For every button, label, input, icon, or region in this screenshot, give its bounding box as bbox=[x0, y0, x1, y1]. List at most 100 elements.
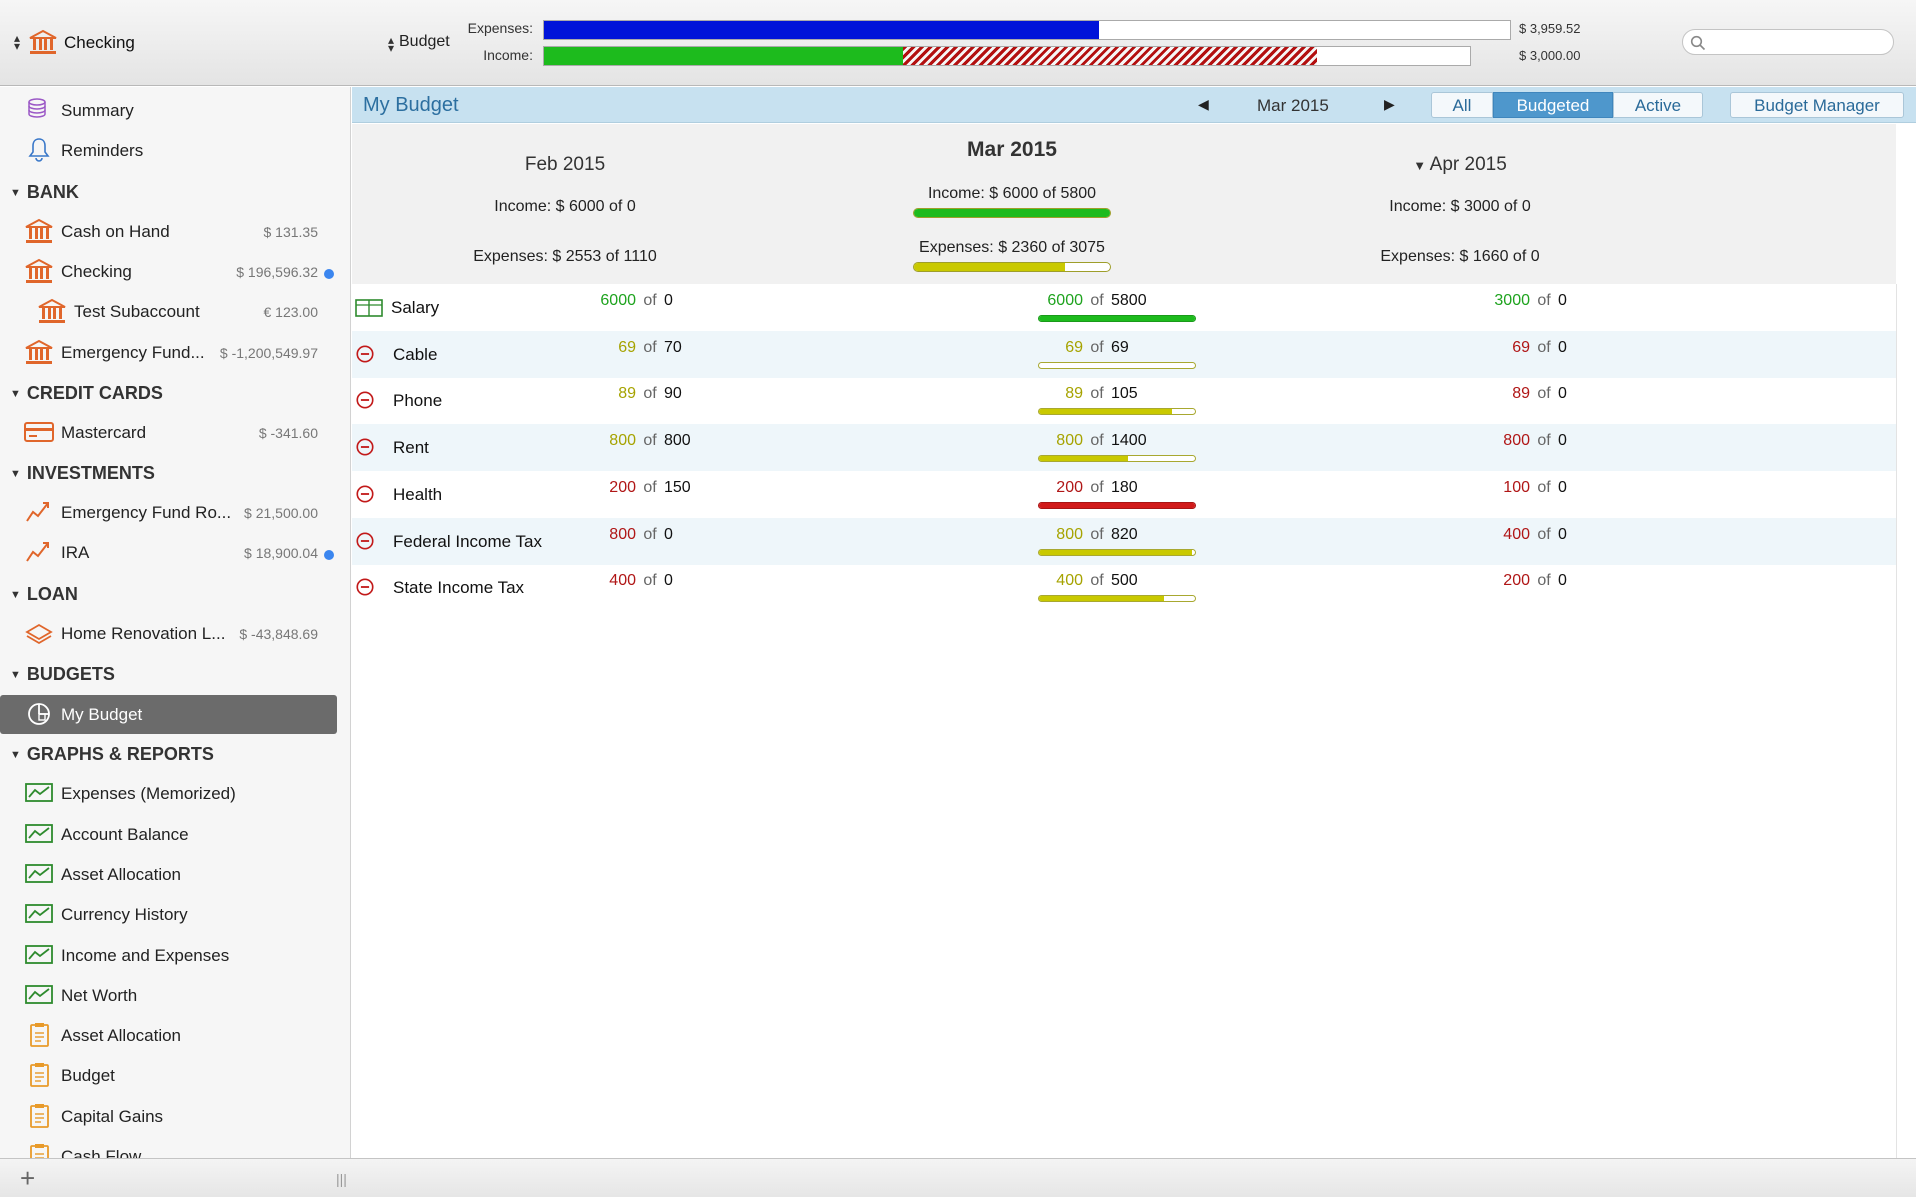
budget-amount: 0 bbox=[664, 572, 673, 590]
actual-amount: 89 bbox=[1065, 385, 1083, 403]
sidebar-item-emergency-fund[interactable]: Emergency Fund... $ -1,200,549.97 bbox=[0, 333, 350, 371]
budget-amount: 800 bbox=[664, 432, 691, 450]
sidebar-section-bank[interactable]: ▼ BANK bbox=[10, 182, 79, 203]
sidebar-section-credit-cards[interactable]: ▼ CREDIT CARDS bbox=[10, 383, 163, 404]
graph-icon bbox=[24, 861, 54, 887]
filter-active-button[interactable]: Active bbox=[1613, 92, 1703, 118]
sidebar-item-income-and-expenses[interactable]: Income and Expenses bbox=[0, 936, 350, 974]
investment-icon bbox=[24, 499, 54, 525]
budget-row-cable[interactable]: Cable 69 of 70 69 of 69 69 of 0 bbox=[352, 330, 1896, 378]
budget-row-state-income-tax[interactable]: State Income Tax 400 of 0 400 of 500 200 of 0 bbox=[352, 564, 1896, 611]
budget-cell[interactable]: 6000 of 5800 bbox=[1013, 292, 1213, 310]
search-input[interactable] bbox=[1682, 29, 1894, 55]
budget-cell[interactable]: 400 of 500 bbox=[1013, 572, 1213, 590]
disclosure-triangle-icon[interactable]: ▼ bbox=[10, 468, 21, 481]
sidebar-item-cash-flow[interactable]: Cash Flow bbox=[0, 1137, 350, 1158]
sidebar-item-checking[interactable]: Checking $ 196,596.32 bbox=[0, 252, 350, 290]
sidebar-item-asset-allocation[interactable]: Asset Allocation bbox=[0, 1016, 350, 1054]
budget-row-phone[interactable]: Phone 89 of 90 89 of 105 89 of 0 bbox=[352, 377, 1896, 424]
period-title[interactable]: ▼ Apr 2015 bbox=[1250, 154, 1670, 176]
sidebar-item-home-renovation-l[interactable]: Home Renovation L... $ -43,848.69 bbox=[0, 614, 350, 652]
budget-cell[interactable]: 200 of 0 bbox=[1460, 572, 1660, 590]
sidebar-item-test-subaccount[interactable]: Test Subaccount € 123.00 bbox=[0, 292, 350, 330]
disclosure-triangle-icon[interactable]: ▼ bbox=[10, 669, 21, 681]
budget-cell[interactable]: 400 of 0 bbox=[566, 572, 766, 590]
split-handle-icon[interactable]: ||| bbox=[336, 1171, 347, 1187]
budget-cell[interactable]: 800 of 800 bbox=[566, 432, 766, 450]
scrollbar-track[interactable] bbox=[1896, 284, 1916, 1158]
budget-cell[interactable]: 800 of 820 bbox=[1013, 526, 1213, 544]
disclosure-triangle-icon[interactable]: ▼ bbox=[10, 588, 21, 601]
budget-cell[interactable]: 89 of 105 bbox=[1013, 385, 1213, 403]
budget-amount: 105 bbox=[1111, 385, 1138, 403]
sidebar-section-loan[interactable]: ▼ LOAN bbox=[10, 584, 78, 605]
budget-selector[interactable]: Budget bbox=[399, 33, 450, 50]
sidebar-item-emergency-fund-ro[interactable]: Emergency Fund Ro... $ 21,500.00 bbox=[0, 493, 350, 531]
sidebar-item-net-worth[interactable]: Net Worth bbox=[0, 976, 350, 1014]
budget-cell[interactable]: 3000 of 0 bbox=[1460, 292, 1660, 310]
budget-cell[interactable]: 6000 of 0 bbox=[566, 292, 766, 310]
budget-row-label: Phone bbox=[393, 391, 443, 411]
sidebar-section-title: BANK bbox=[26, 181, 79, 202]
search-icon bbox=[1690, 35, 1706, 51]
of-label: of bbox=[1537, 385, 1551, 403]
filter-budgeted-button[interactable]: Budgeted bbox=[1493, 92, 1613, 118]
account-selector-arrows-icon[interactable]: ▴ ▾ bbox=[13, 31, 21, 53]
budget-manager-button[interactable]: Budget Manager bbox=[1730, 92, 1904, 118]
budget-progress-fill bbox=[1039, 409, 1172, 415]
expenses-progress-bar bbox=[913, 262, 1111, 272]
sidebar-item-reminders[interactable]: Reminders bbox=[0, 131, 350, 169]
sidebar-item-asset-allocation[interactable]: Asset Allocation bbox=[0, 855, 350, 893]
filter-all-button[interactable]: All bbox=[1431, 92, 1493, 118]
budget-amount: 0 bbox=[1558, 572, 1567, 590]
budget-cell[interactable]: 800 of 1400 bbox=[1013, 432, 1213, 450]
sidebar-item-capital-gains[interactable]: Capital Gains bbox=[0, 1097, 350, 1135]
disclosure-triangle-icon[interactable]: ▼ bbox=[10, 749, 21, 762]
budget-row-rent[interactable]: Rent 800 of 800 800 of 1400 800 of 0 bbox=[352, 424, 1896, 472]
budget-selector-arrows-icon[interactable]: ▴ ▾ bbox=[387, 33, 395, 55]
add-account-button[interactable]: + bbox=[20, 1163, 36, 1193]
budget-cell[interactable]: 69 of 0 bbox=[1460, 339, 1660, 357]
of-label: of bbox=[1537, 478, 1551, 496]
budget-cell[interactable]: 100 of 0 bbox=[1460, 479, 1660, 497]
budget-amount: 0 bbox=[664, 292, 673, 309]
budget-cell[interactable]: 800 of 0 bbox=[1460, 432, 1660, 450]
period-expenses: Expenses: $ 2553 of 1110 bbox=[473, 248, 657, 265]
sidebar-item-account-balance[interactable]: Account Balance bbox=[0, 815, 350, 853]
next-month-button[interactable]: ▶ bbox=[1384, 96, 1395, 112]
sidebar-item-budget[interactable]: Budget bbox=[0, 1056, 350, 1094]
budget-cell[interactable]: 200 of 180 bbox=[1013, 479, 1213, 497]
budget-cell[interactable]: 200 of 150 bbox=[566, 479, 766, 497]
budget-cell[interactable]: 69 of 70 bbox=[566, 339, 766, 357]
budget-cell[interactable]: 400 of 0 bbox=[1460, 526, 1660, 544]
sidebar-item-expenses-memorized[interactable]: Expenses (Memorized) bbox=[0, 774, 350, 812]
period-title-text: Apr 2015 bbox=[1429, 154, 1507, 175]
sidebar-item-label: Emergency Fund... bbox=[61, 342, 205, 362]
previous-month-button[interactable]: ◀ bbox=[1198, 96, 1209, 112]
budget-row-health[interactable]: Health 200 of 150 200 of 180 100 of 0 bbox=[352, 471, 1896, 518]
sidebar-section-investments[interactable]: ▼ INVESTMENTS bbox=[10, 463, 155, 484]
of-label: of bbox=[1537, 525, 1551, 543]
of-label: of bbox=[643, 432, 657, 450]
sidebar-item-mastercard[interactable]: Mastercard $ -341.60 bbox=[0, 413, 350, 451]
budget-row-salary[interactable]: Salary 6000 of 0 6000 of 5800 3000 of 0 bbox=[352, 284, 1896, 331]
disclosure-triangle-icon[interactable]: ▼ bbox=[10, 387, 21, 400]
budget-cell[interactable]: 89 of 90 bbox=[566, 385, 766, 403]
sidebar-section-graphs-reports[interactable]: ▼ GRAPHS & REPORTS bbox=[10, 744, 214, 765]
sidebar-item-my-budget[interactable]: My Budget bbox=[0, 695, 337, 734]
sidebar-item-ira[interactable]: IRA $ 18,900.04 bbox=[0, 533, 350, 571]
account-selector[interactable]: Checking bbox=[64, 33, 135, 52]
sidebar-section-budgets[interactable]: ▼ BUDGETS bbox=[10, 664, 115, 685]
budget-cell[interactable]: 89 of 0 bbox=[1460, 385, 1660, 403]
disclosure-triangle-icon[interactable]: ▼ bbox=[10, 186, 21, 199]
sidebar-item-summary[interactable]: Summary bbox=[0, 91, 350, 129]
budget-row-federal-income-tax[interactable]: Federal Income Tax 800 of 0 800 of 820 400 of 0 bbox=[352, 517, 1896, 565]
disclosure-triangle-icon[interactable]: ▼ bbox=[1413, 158, 1430, 173]
budget-cell[interactable]: 69 of 69 bbox=[1013, 339, 1213, 357]
sidebar-item-label: Net Worth bbox=[61, 985, 138, 1005]
sidebar-item-cash-on-hand[interactable]: Cash on Hand $ 131.35 bbox=[0, 212, 350, 250]
income-progress-bar bbox=[543, 46, 1471, 66]
budget-amount: 150 bbox=[664, 478, 691, 496]
sidebar-item-currency-history[interactable]: Currency History bbox=[0, 895, 350, 933]
budget-cell[interactable]: 800 of 0 bbox=[566, 526, 766, 544]
